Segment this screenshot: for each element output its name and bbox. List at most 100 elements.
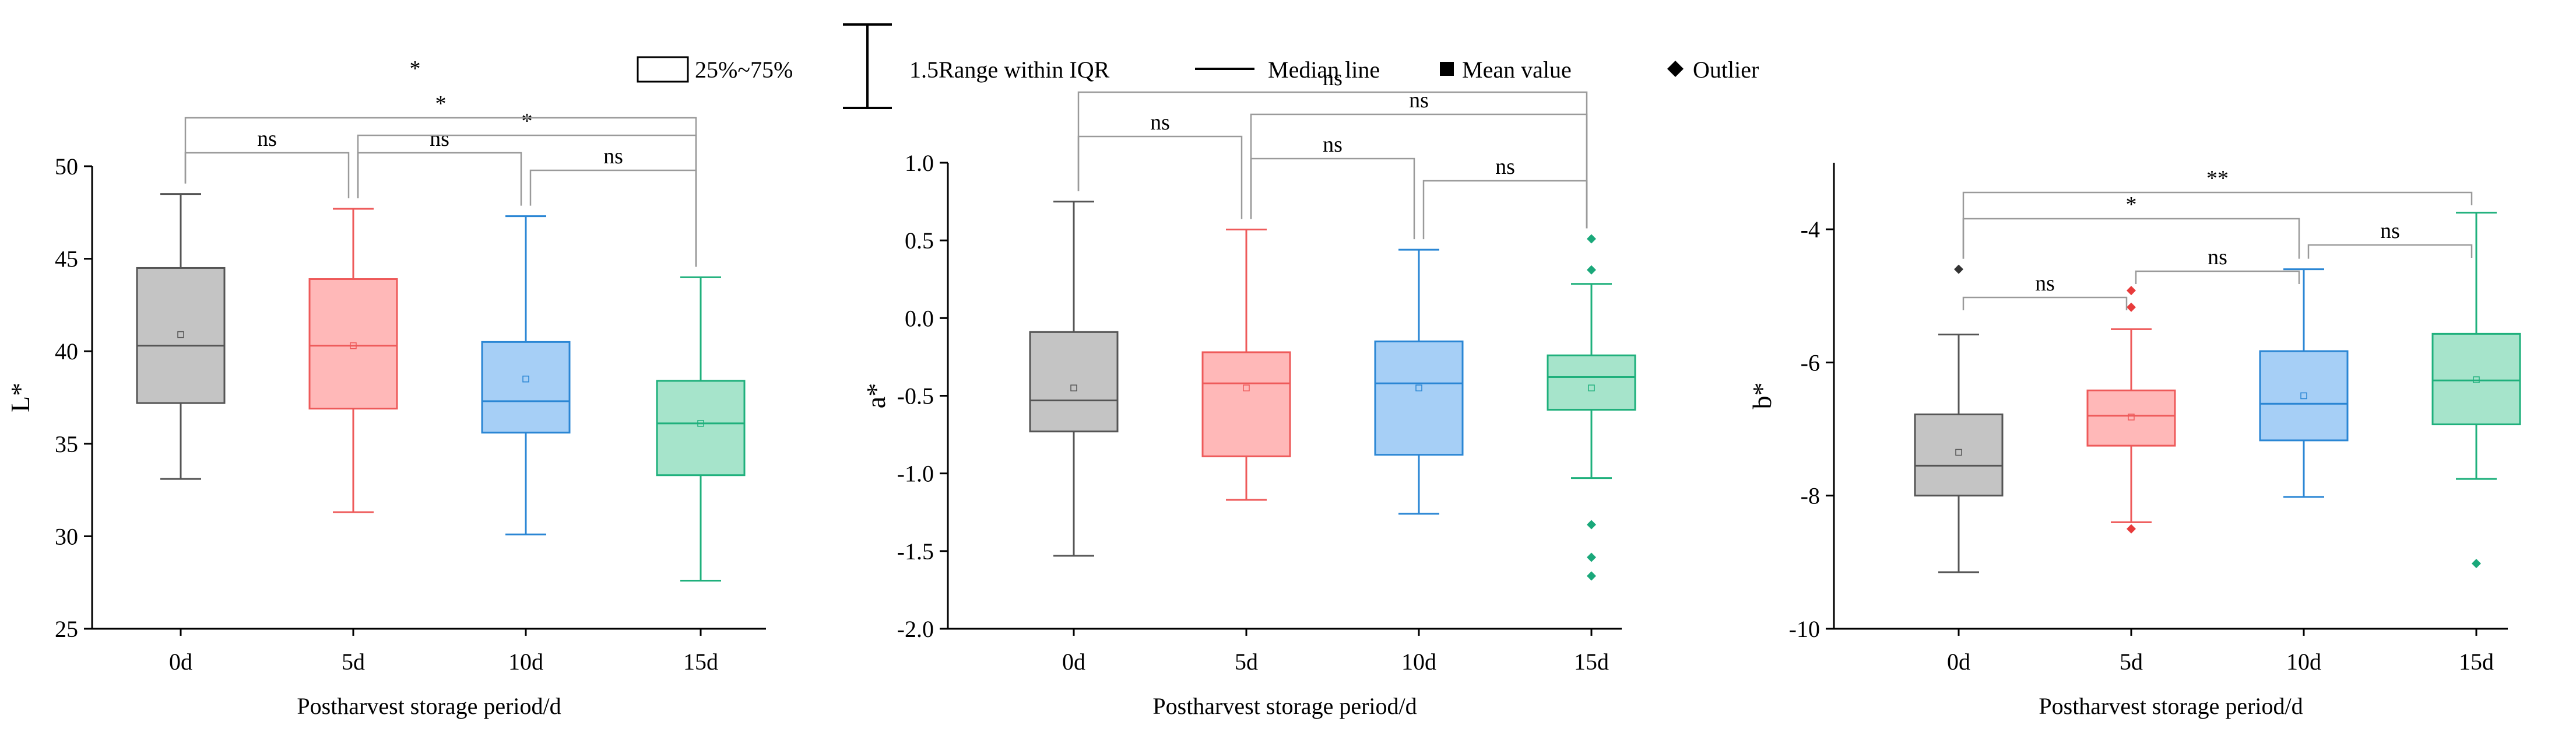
iqr-box	[308, 278, 398, 410]
mean-marker	[1243, 384, 1250, 391]
chart-panel-3: -10 -8 -6 -4 b* 0d 5d 10d 15d Postharvest storage…	[1747, 163, 2521, 719]
outlier-point	[1587, 234, 1596, 244]
x-tick-label: 10d	[1401, 649, 1436, 675]
x-tick-label: 0d	[169, 649, 192, 675]
box-0d	[1914, 264, 2004, 573]
y-tick-label: -2.0	[897, 616, 934, 642]
iqr-box	[2431, 332, 2521, 426]
x-tick-label: 15d	[683, 649, 718, 675]
y-tick-label: 0.0	[905, 305, 934, 331]
mean-marker	[350, 342, 357, 349]
legend-whisker-label: 1.5Range within IQR	[909, 57, 1110, 83]
x-axis-label: Postharvest storage period/d	[297, 693, 561, 719]
significance-bracket	[1250, 113, 1588, 229]
y-tick-label: -1.5	[897, 538, 934, 565]
y-tick-label: -1.0	[897, 461, 934, 487]
y-tick-label: -0.5	[897, 383, 934, 409]
box-10d	[481, 215, 571, 535]
iqr-box	[1547, 354, 1636, 411]
legend-median-label: Median line	[1268, 57, 1380, 83]
y-tick-label: -4	[1801, 216, 1820, 243]
y-tick-label: -10	[1789, 616, 1820, 642]
outlier-point	[1587, 552, 1596, 562]
legend-mean-marker	[1440, 62, 1454, 76]
significance-label: *	[522, 109, 533, 134]
box-10d	[1374, 248, 1464, 515]
mean-marker	[1588, 384, 1595, 391]
box-5d	[308, 208, 398, 513]
significance-label: *	[435, 92, 447, 116]
significance-label: ns	[603, 144, 623, 169]
legend-box-label: 25%~75%	[695, 57, 793, 83]
legend-outlier-label: Outlier	[1693, 57, 1759, 83]
legend-outlier-marker	[1667, 61, 1684, 77]
significance-bracket	[529, 169, 697, 267]
box-5d	[2086, 286, 2176, 534]
box-10d	[2259, 268, 2349, 498]
y-axis-label: b*	[1747, 383, 1777, 409]
mean-marker	[697, 420, 704, 427]
significance-label: ns	[1495, 155, 1515, 179]
chart-panel-2: -2.0 -1.5 -1.0 -0.5 0.0 0.5 1.0 a* 0d 5d 10d 15d Pos…	[861, 66, 1636, 719]
y-tick-label: -6	[1801, 349, 1820, 376]
significance-label: **	[2206, 166, 2229, 191]
x-tick-label: 10d	[508, 649, 543, 675]
y-tick-label: 50	[55, 153, 78, 180]
x-tick-label: 0d	[1062, 649, 1085, 675]
iqr-box	[1374, 340, 1464, 456]
significance-bracket	[2307, 244, 2473, 259]
significance-label: ns	[257, 127, 277, 151]
x-axis-label: Postharvest storage period/d	[2039, 693, 2303, 719]
x-tick-label: 15d	[2459, 649, 2494, 675]
iqr-box	[656, 380, 746, 477]
significance-bracket	[357, 152, 522, 206]
significance-bracket	[184, 152, 350, 198]
y-tick-label: 35	[55, 431, 78, 457]
mean-marker	[522, 376, 529, 383]
y-tick-label: 0.5	[905, 227, 934, 254]
y-tick-label: -8	[1801, 483, 1820, 509]
significance-bracket	[1422, 180, 1588, 240]
box-0d	[1029, 201, 1119, 557]
significance-bracket	[184, 117, 697, 267]
outlier-point	[2127, 524, 2136, 534]
x-tick-label: 5d	[342, 649, 365, 675]
mean-marker	[177, 331, 184, 338]
significance-bracket	[1962, 296, 2128, 310]
mean-marker	[1070, 384, 1077, 391]
box-15d	[1547, 234, 1636, 581]
legend-whisker-symbol	[843, 23, 892, 109]
significance-label: ns	[430, 127, 449, 151]
iqr-box	[136, 267, 226, 404]
outlier-point	[1954, 264, 1963, 274]
y-tick-label: 1.0	[905, 150, 934, 176]
significance-label: *	[2126, 192, 2137, 217]
outlier-point	[1587, 265, 1596, 275]
significance-bracket	[1077, 135, 1243, 219]
box-0d	[136, 193, 226, 480]
significance-label: ns	[2035, 271, 2055, 296]
mean-marker	[2473, 376, 2480, 383]
legend-significance-star: *	[410, 57, 421, 81]
mean-marker	[1955, 449, 1962, 456]
significance-label: ns	[1150, 110, 1170, 135]
x-tick-label: 0d	[1947, 649, 1970, 675]
outlier-point	[2127, 286, 2136, 296]
iqr-box	[1029, 331, 1119, 433]
outlier-point	[2472, 559, 2481, 569]
box-15d	[2431, 212, 2521, 569]
significance-bracket	[1962, 191, 2473, 259]
mean-marker	[2128, 414, 2135, 421]
y-tick-label: 40	[55, 338, 78, 365]
x-tick-label: 10d	[2286, 649, 2321, 675]
mean-marker	[1415, 384, 1422, 391]
outlier-point	[2127, 302, 2136, 312]
y-tick-label: 45	[55, 246, 78, 272]
significance-label: ns	[2380, 219, 2400, 243]
significance-label: ns	[2208, 245, 2227, 269]
box-15d	[656, 276, 746, 582]
y-tick-label: 25	[55, 616, 78, 642]
significance-bracket	[1250, 157, 1415, 240]
